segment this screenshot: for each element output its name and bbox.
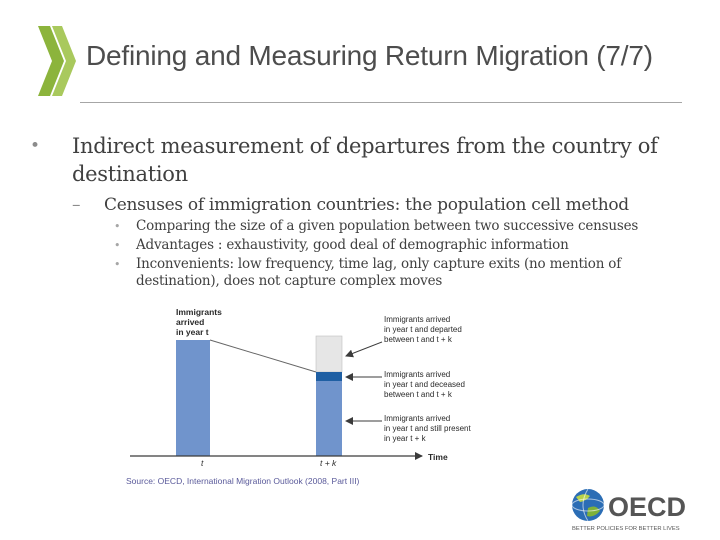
annotation-line: between t and t + k — [384, 335, 453, 344]
double-chevron-icon — [38, 26, 76, 96]
annotation-line: in year t + k — [384, 434, 427, 443]
bullet-dash-icon: – — [72, 195, 81, 215]
annotation-line: in year t and deceased — [384, 380, 465, 389]
left-bar-label-line: arrived — [176, 317, 204, 327]
bullet-dot-icon: • — [114, 239, 121, 252]
right-bar-departed — [315, 335, 343, 373]
title-divider — [80, 102, 682, 103]
right-bar-present — [316, 381, 342, 456]
annotation-line: Immigrants arrived — [384, 370, 450, 379]
bullet-level3: • Inconvenients: low frequency, time lag… — [30, 256, 700, 290]
right-bar-deceased — [316, 372, 342, 381]
x-tick-tk: t + k — [320, 458, 337, 468]
population-cell-diagram: Immigrants arrived in year t Immigrants … — [126, 307, 471, 486]
left-bar-label-line: Immigrants — [176, 307, 222, 317]
bullet-level3: • Comparing the size of a given populati… — [30, 218, 700, 235]
bullet-level2-text: Censuses of immigration countries: the p… — [104, 195, 629, 215]
axis-label-time: Time — [428, 452, 448, 462]
annotation-line: between t and t + k — [384, 390, 453, 399]
left-bar-label-line: in year t — [176, 327, 209, 337]
annotation-line: Immigrants arrived — [384, 315, 450, 324]
annotation-line: in year t and still present — [384, 424, 471, 433]
annotation-deceased: Immigrants arrived in year t and decease… — [384, 370, 465, 399]
bullet-level3: • Advantages : exhaustivity, good deal o… — [30, 237, 700, 254]
decline-line — [209, 339, 317, 373]
bullet-level3-text: Advantages : exhaustivity, good deal of … — [136, 237, 569, 253]
arrow-departed — [345, 341, 383, 358]
left-bar — [176, 340, 210, 456]
bullet-list: • Indirect measurement of departures fro… — [30, 132, 700, 290]
annotation-line: Immigrants arrived — [384, 414, 450, 423]
bullet-dot-icon: • — [114, 258, 121, 271]
diagram-source: Source: OECD, International Migration Ou… — [126, 476, 360, 486]
bullet-level3-text: Inconvenients: low frequency, time lag, … — [136, 256, 622, 289]
annotation-line: in year t and departed — [384, 325, 462, 334]
annotation-departed: Immigrants arrived in year t and departe… — [384, 315, 462, 344]
bullet-level2: – Censuses of immigration countries: the… — [30, 194, 700, 216]
globe-icon — [571, 488, 605, 522]
annotation-present: Immigrants arrived in year t and still p… — [384, 414, 471, 443]
bullet-dot-icon: • — [114, 220, 121, 233]
oecd-logo: OECD BETTER POLICIES FOR BETTER LIVES — [571, 488, 686, 532]
bullet-level1: • Indirect measurement of departures fro… — [30, 132, 700, 188]
x-tick-t: t — [201, 458, 204, 468]
slide-title: Defining and Measuring Return Migration … — [86, 40, 653, 71]
bullet-dot-icon: • — [30, 136, 40, 156]
oecd-wordmark: OECD — [608, 492, 686, 522]
bullet-level3-text: Comparing the size of a given population… — [136, 218, 639, 234]
oecd-tagline: BETTER POLICIES FOR BETTER LIVES — [572, 526, 680, 532]
left-bar-label: Immigrants arrived in year t — [176, 307, 222, 337]
bullet-level1-text: Indirect measurement of departures from … — [72, 134, 658, 186]
